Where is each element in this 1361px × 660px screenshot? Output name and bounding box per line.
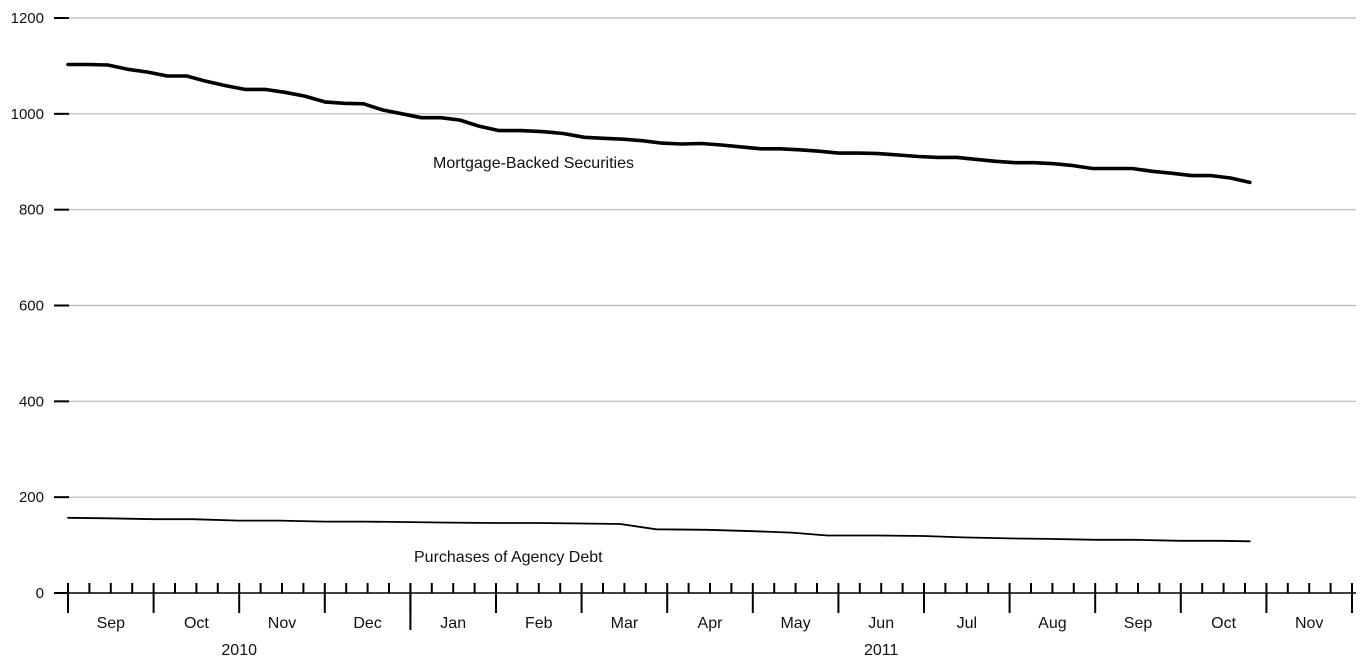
series-label-mortgage-backed-securities: Mortgage-Backed Securities — [433, 155, 634, 172]
y-tick-label-400: 400 — [19, 393, 44, 410]
month-label-sep-2010: Sep — [97, 615, 126, 632]
month-label-jan-2011: Jan — [440, 615, 466, 632]
month-label-aug-2011: Aug — [1038, 615, 1066, 632]
month-label-feb-2011: Feb — [525, 615, 553, 632]
y-tick-label-600: 600 — [19, 298, 44, 315]
month-label-nov-2011: Nov — [1295, 615, 1323, 632]
year-label-2010: 2010 — [221, 642, 257, 659]
month-label-jul-2011: Jul — [957, 615, 977, 632]
month-label-jun-2011: Jun — [868, 615, 894, 632]
month-label-oct-2011: Oct — [1211, 615, 1236, 632]
y-tick-label-200: 200 — [19, 489, 44, 506]
series-line-purchases-of-agency-debt — [67, 516, 1251, 543]
month-label-dec-2010: Dec — [353, 615, 381, 632]
y-tick-label-0: 0 — [36, 585, 44, 602]
month-label-mar-2011: Mar — [611, 615, 639, 632]
axes — [54, 17, 1356, 630]
month-label-sep-2011: Sep — [1124, 615, 1153, 632]
year-label-2011: 2011 — [864, 642, 899, 659]
series-line-mortgage-backed-securities — [66, 62, 1252, 185]
series-lines — [66, 62, 1252, 543]
y-tick-label-1200: 1200 — [11, 10, 44, 27]
month-label-oct-2010: Oct — [184, 615, 209, 632]
labels: 0 200 400 600 800 1000 1200 Sep Oct Nov Dec Jan Feb M… — [11, 10, 1324, 659]
y-tick-label-800: 800 — [19, 202, 44, 219]
series-label-purchases-of-agency-debt: Purchases of Agency Debt — [414, 549, 603, 566]
month-label-apr-2011: Apr — [698, 615, 724, 632]
grid-lines — [68, 17, 1356, 498]
month-label-nov-2010: Nov — [268, 615, 296, 632]
month-label-may-2011: May — [780, 615, 810, 632]
y-tick-label-1000: 1000 — [11, 106, 44, 123]
